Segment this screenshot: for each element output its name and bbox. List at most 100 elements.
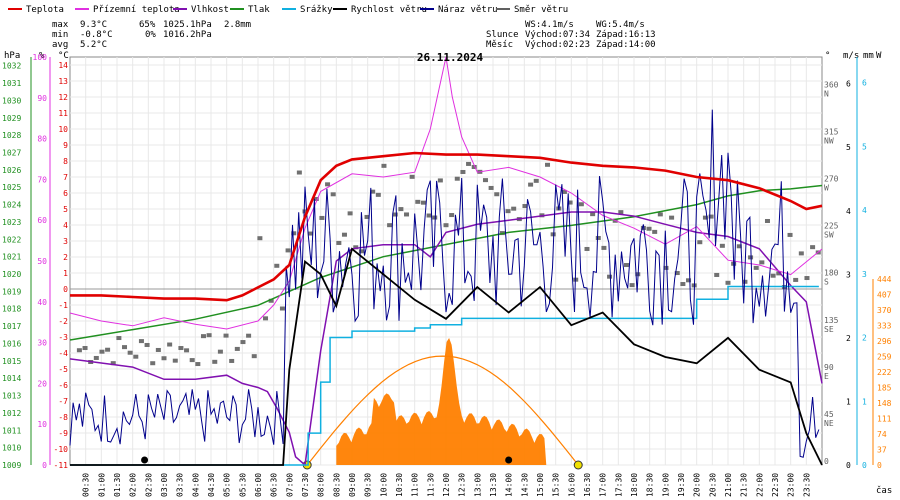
dir-label: S bbox=[824, 278, 829, 287]
hpa-tick: 1029 bbox=[2, 114, 21, 123]
wind-dir-dot bbox=[291, 231, 297, 236]
x-tick: 09:30 bbox=[364, 473, 373, 497]
hpa-tick: 1028 bbox=[2, 131, 21, 140]
wind-dir-dot bbox=[223, 333, 229, 338]
legend-label: Tlak bbox=[248, 5, 270, 15]
ms-tick: 2 bbox=[846, 334, 851, 343]
stats-min-press: 1016.2hPa bbox=[163, 30, 212, 40]
wind-dir-dot bbox=[623, 263, 629, 268]
wind-dir-dot bbox=[313, 196, 319, 201]
x-tick: 23:30 bbox=[802, 473, 811, 497]
temp-tick: 5 bbox=[63, 205, 68, 214]
hpa-tick: 1010 bbox=[2, 444, 21, 453]
wind-dir-dot bbox=[798, 251, 804, 256]
wind-dir-dot bbox=[178, 346, 184, 351]
x-tick: 16:00 bbox=[567, 473, 576, 497]
dir-tick: 315 bbox=[824, 127, 839, 136]
stats-max-rain: 2.8mm bbox=[224, 20, 251, 30]
wind-dir-dot bbox=[189, 358, 195, 363]
info-moon-set: Západ:14:00 bbox=[596, 40, 656, 50]
wind-dir-dot bbox=[274, 263, 280, 268]
wind-dir-dot bbox=[449, 213, 455, 218]
dir-tick: 0 bbox=[824, 457, 829, 466]
hpa-tick: 1031 bbox=[2, 79, 21, 88]
ms-tick: 6 bbox=[846, 80, 851, 89]
wind-dir-dot bbox=[217, 349, 223, 354]
moonrise-marker bbox=[141, 456, 149, 464]
wind-dir-dot bbox=[246, 333, 252, 338]
pct-tick: 80 bbox=[37, 135, 47, 144]
info-sun-set: Západ:16:13 bbox=[596, 30, 656, 40]
temp-tick: 13 bbox=[58, 77, 68, 86]
plot-area: 1009101010111012101310141015101610171018… bbox=[2, 53, 892, 497]
wind-dir-dot bbox=[725, 280, 731, 285]
pct-tick: 70 bbox=[37, 175, 47, 184]
hpa-tick: 1012 bbox=[2, 409, 21, 418]
mm-tick: 6 bbox=[862, 79, 867, 88]
dir-tick: 135 bbox=[824, 316, 839, 325]
wind-dir-dot bbox=[133, 354, 139, 359]
w-tick: 148 bbox=[877, 399, 892, 408]
wind-dir-dot bbox=[404, 212, 410, 217]
pct-tick: 100 bbox=[33, 53, 48, 62]
wind-dir-dot bbox=[387, 223, 393, 228]
wind-dir-dot bbox=[793, 277, 799, 282]
rain-line bbox=[70, 285, 819, 466]
wind-dir-dot bbox=[787, 232, 793, 237]
wind-dir-dot bbox=[336, 240, 342, 245]
x-tick: 17:00 bbox=[599, 473, 608, 497]
hpa-tick: 1018 bbox=[2, 305, 21, 314]
hpa-unit: hPa bbox=[4, 51, 20, 61]
wind-dir-dot bbox=[234, 346, 240, 351]
temp-tick: 10 bbox=[58, 125, 68, 134]
w-tick: 37 bbox=[877, 446, 887, 455]
wind-dir-dot bbox=[325, 182, 331, 187]
wind-dir-dot bbox=[161, 356, 167, 361]
w-unit: W bbox=[876, 51, 882, 61]
wind-dir-dot bbox=[285, 248, 291, 253]
x-tick: 18:00 bbox=[630, 473, 639, 497]
pct-tick: 40 bbox=[37, 298, 47, 307]
wind-dir-dot bbox=[99, 349, 105, 354]
w-tick: 259 bbox=[877, 353, 892, 362]
wind-dir-dot bbox=[257, 236, 263, 241]
wind-dir-dot bbox=[341, 232, 347, 237]
wind-dir-dot bbox=[76, 348, 82, 353]
hpa-tick: 1017 bbox=[2, 322, 21, 331]
ms-tick: 1 bbox=[846, 397, 851, 406]
x-tick: 08:30 bbox=[332, 473, 341, 497]
legend-label: Směr větru bbox=[514, 5, 568, 15]
wind-dir-dot bbox=[736, 244, 742, 249]
wind-dir-dot bbox=[82, 346, 88, 351]
solar-area bbox=[336, 338, 547, 465]
wind-dir-dot bbox=[584, 246, 590, 251]
wind-dir-dot bbox=[511, 206, 517, 211]
x-tick: 04:30 bbox=[207, 473, 216, 497]
pct-tick: 10 bbox=[37, 420, 47, 429]
x-tick: 12:30 bbox=[458, 473, 467, 497]
wind-gust-line bbox=[69, 109, 820, 458]
hpa-tick: 1015 bbox=[2, 357, 21, 366]
hpa-tick: 1030 bbox=[2, 96, 21, 105]
wind-dir-dot bbox=[697, 240, 703, 245]
x-tick: 05:00 bbox=[223, 473, 232, 497]
dir-label: E bbox=[824, 372, 829, 381]
mm-tick: 2 bbox=[862, 334, 867, 343]
solar-theoretical-curve bbox=[306, 355, 579, 466]
wind-dir-dot bbox=[550, 232, 556, 237]
x-tick: 22:00 bbox=[755, 473, 764, 497]
temp-tick: -2 bbox=[58, 317, 68, 326]
x-tick: 00:30 bbox=[82, 473, 91, 497]
x-tick: 15:30 bbox=[552, 473, 561, 497]
info-block: WS:4.1m/s WG:5.4m/s Slunce Východ:07:34 … bbox=[486, 20, 656, 50]
ms-tick: 5 bbox=[846, 143, 851, 152]
wind-dir-dot bbox=[669, 215, 675, 220]
x-axis-label: čas bbox=[876, 485, 892, 496]
wind-dir-dot bbox=[200, 334, 206, 339]
temp-tick: -9 bbox=[58, 429, 68, 438]
dir-label: SW bbox=[824, 231, 834, 240]
temp-tick: -7 bbox=[58, 397, 68, 406]
x-tick: 14:30 bbox=[520, 473, 529, 497]
wind-dir-dot bbox=[122, 345, 128, 350]
pct-unit: % bbox=[39, 51, 45, 61]
